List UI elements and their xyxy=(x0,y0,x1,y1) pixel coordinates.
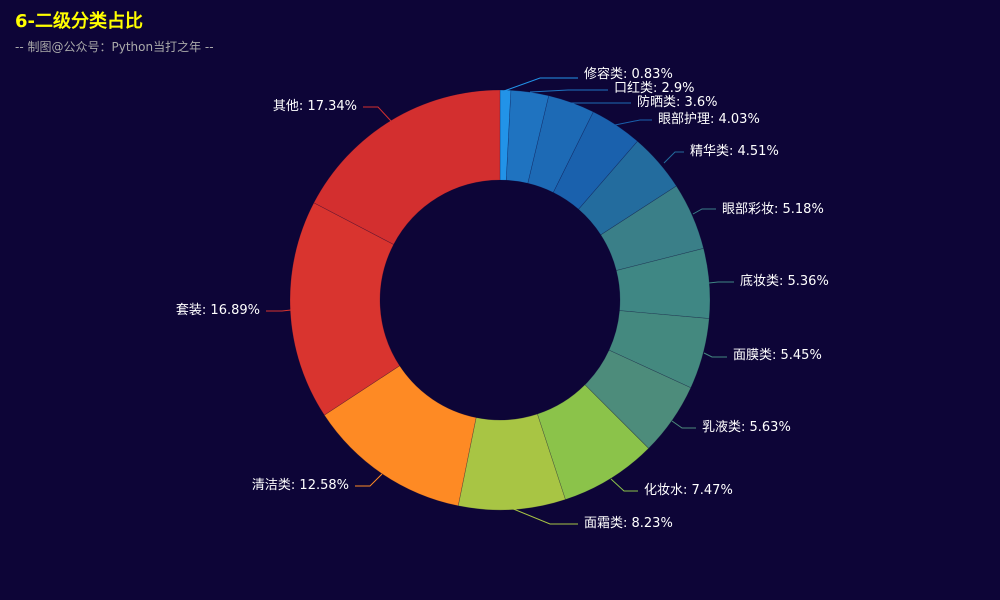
chart-title: 6-二级分类占比 xyxy=(15,11,143,32)
slice-label: 化妆水: 7.47% xyxy=(644,483,733,498)
pie-slice-面膜类[interactable] xyxy=(608,310,710,389)
label-line xyxy=(266,309,292,312)
slice-label: 套装: 16.89% xyxy=(176,302,260,318)
label-line xyxy=(614,119,652,126)
chart-subtitle: -- 制图@公众号：Python当打之年 -- xyxy=(15,40,214,54)
label-line xyxy=(692,208,716,215)
slice-label: 修容类: 0.83% xyxy=(584,66,673,82)
label-line xyxy=(529,89,608,93)
pie-slice-底妆类[interactable] xyxy=(615,248,711,319)
label-line xyxy=(363,106,392,122)
slice-label: 其他: 17.34% xyxy=(273,99,357,114)
label-line xyxy=(503,77,578,92)
slice-label: 乳液类: 5.63% xyxy=(702,420,791,435)
label-line xyxy=(663,151,684,164)
label-line xyxy=(610,478,638,492)
slice-label: 精华类: 4.51% xyxy=(690,144,779,159)
slice-label: 口红类: 2.9% xyxy=(614,80,695,96)
pie-slice-口红类[interactable] xyxy=(505,89,550,184)
slice-label: 面膜类: 5.45% xyxy=(733,348,822,363)
pie-slice-乳液类[interactable] xyxy=(584,349,692,449)
slice-label: 底妆类: 5.36% xyxy=(740,273,829,289)
pie-slice-面霜类[interactable] xyxy=(457,413,566,511)
pie-slice-套装[interactable] xyxy=(289,202,401,416)
pie-slice-清洁类[interactable] xyxy=(323,365,477,507)
label-line xyxy=(708,281,734,284)
label-line xyxy=(671,420,696,429)
slice-label: 眼部护理: 4.03% xyxy=(658,112,760,127)
label-line xyxy=(355,473,383,487)
pie-slice-眼部护理[interactable] xyxy=(552,111,638,210)
slice-label: 防晒类: 3.6% xyxy=(637,94,718,110)
label-line xyxy=(703,352,727,358)
slice-label: 面霜类: 8.23% xyxy=(584,516,673,531)
slice-label: 眼部彩妆: 5.18% xyxy=(722,202,824,217)
pie-slice-其他[interactable] xyxy=(313,89,501,245)
label-line xyxy=(510,507,578,525)
pie-slice-修容类[interactable] xyxy=(499,89,512,181)
slice-label: 清洁类: 12.58% xyxy=(252,478,349,493)
